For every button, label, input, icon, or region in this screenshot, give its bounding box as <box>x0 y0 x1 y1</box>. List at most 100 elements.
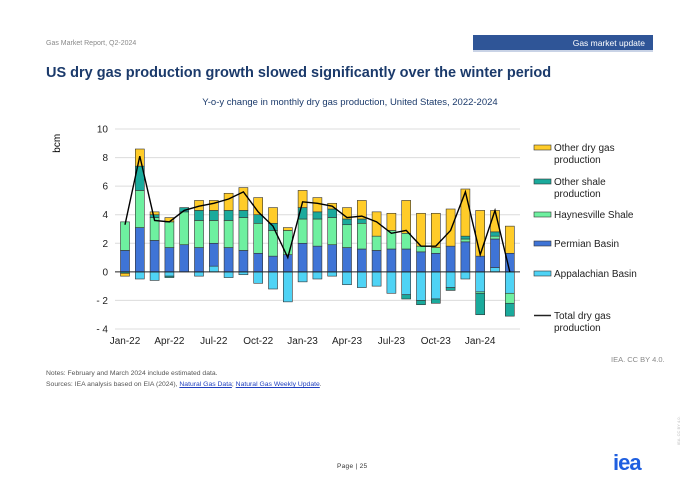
x-tick-label: Oct-23 <box>421 336 451 347</box>
bar-segment-permian <box>238 250 249 273</box>
bar-segment-permian <box>223 247 234 273</box>
legend-label: Other shale <box>554 177 606 188</box>
bar-segment-other_dry_gas <box>268 207 278 224</box>
bar-segment-permian <box>371 250 382 273</box>
x-tick-label: Jul-23 <box>378 336 406 347</box>
bar-segment-appalachian <box>297 271 308 283</box>
bar-segment-appalachian <box>135 271 145 280</box>
natural-gas-weekly-update-link[interactable]: Natural Gas Weekly Update <box>235 381 320 388</box>
natural-gas-data-link[interactable]: Natural Gas Data <box>179 381 232 388</box>
bar-segment-haynesville <box>194 220 204 248</box>
bar-segment-appalachian <box>445 271 456 288</box>
bar-segment-other_shale <box>223 210 234 221</box>
bar-segment-haynesville <box>356 222 367 250</box>
bar-segment-permian <box>120 250 130 273</box>
legend-swatch-appalachian <box>533 270 552 277</box>
bar-segment-haynesville <box>253 222 263 254</box>
legend-label: Permian Basin <box>554 239 619 250</box>
bar-segment-other_dry_gas <box>430 212 441 248</box>
y-tick-label: 4 <box>102 210 108 221</box>
bar-segment-other_shale <box>238 210 249 218</box>
bar-segment-other_dry_gas <box>504 225 515 254</box>
bar-segment-appalachian <box>268 271 278 290</box>
bar-segment-appalachian <box>430 271 441 300</box>
bar-segment-permian <box>209 242 219 267</box>
bar-segment-permian <box>416 251 426 273</box>
total-line-group <box>124 155 511 273</box>
bar-segment-other_dry_gas <box>282 227 293 231</box>
x-axis-ticks: Jan-22 Apr-22 Jul-22 Oct-22 Jan-23 Apr-23 Jul-… <box>110 336 496 347</box>
bar-segment-permian <box>342 247 352 273</box>
bar-segment-haynesville <box>430 247 441 254</box>
x-tick-label: Jan-23 <box>287 336 318 347</box>
side-credit: IEA. CC BY 4.0. <box>676 416 681 445</box>
x-tick-label: Apr-22 <box>154 336 184 347</box>
legend-label: production <box>554 323 601 334</box>
bar-segment-appalachian <box>490 267 500 273</box>
y-tick-label: 0 <box>102 267 108 278</box>
y-tick-label: 10 <box>97 125 109 136</box>
bar-segment-haynesville <box>135 190 145 228</box>
notes-text: Notes: February and March 2024 include e… <box>46 370 218 377</box>
sources-text: Sources: IEA analysis based on EIA (2024… <box>46 381 322 388</box>
x-tick-label: Jan-24 <box>465 336 496 347</box>
y-tick-label: 2 <box>102 239 108 250</box>
legend-label: Haynesville Shale <box>554 210 634 221</box>
bar-segment-permian <box>194 247 204 273</box>
bar-segment-haynesville <box>297 218 308 244</box>
bar-segment-permian <box>356 248 367 273</box>
bar-segment-permian <box>475 255 486 273</box>
bar-segment-haynesville <box>179 211 189 246</box>
bar-segment-other_shale <box>327 208 338 218</box>
legend-swatch-other_dry_gas <box>533 144 552 151</box>
bar-segment-appalachian <box>223 271 234 278</box>
bar-segment-other_shale <box>253 214 263 224</box>
bar-segment-permian <box>430 252 441 273</box>
bar-segment-other_shale <box>194 210 204 221</box>
legend-label: production <box>554 189 601 200</box>
bar-segment-other_dry_gas <box>209 200 219 211</box>
bar-segment-other_dry_gas <box>371 211 382 237</box>
page-number: Page | 25 <box>337 463 368 470</box>
bar-segment-permian <box>312 245 323 273</box>
bar-segment-permian <box>149 240 160 273</box>
bar-segment-haynesville <box>209 220 219 244</box>
sources-separator: ; <box>231 381 236 388</box>
bar-segment-haynesville <box>327 217 338 246</box>
bar-segment-other_shale <box>475 292 486 316</box>
bar-segment-other_dry_gas <box>416 212 426 247</box>
bar-segment-other_shale <box>164 275 175 278</box>
bar-segment-haynesville <box>312 218 323 247</box>
y-axis-ticks: 10 8 6 4 2 0 - 2 - 4 <box>96 125 108 336</box>
bar-segment-appalachian <box>356 271 367 288</box>
bar-segment-other_shale <box>460 235 471 240</box>
bar-segment-other_dry_gas <box>460 188 471 237</box>
bar-segment-other_dry_gas <box>238 187 249 211</box>
bar-segment-other_shale <box>356 218 367 224</box>
y-axis-label: bcm <box>52 134 63 153</box>
bar-segment-haynesville <box>460 238 471 243</box>
bar-segment-permian <box>135 227 145 273</box>
bar-segment-appalachian <box>401 271 412 296</box>
bar-segment-other_dry_gas <box>356 200 367 220</box>
x-tick-label: Jul-22 <box>200 336 228 347</box>
bar-segment-permian <box>386 248 397 273</box>
x-tick-label: Apr-23 <box>332 336 362 347</box>
bar-segment-other_dry_gas <box>120 272 130 277</box>
bar-segment-haynesville <box>371 235 382 251</box>
bar-segment-appalachian <box>149 271 160 281</box>
bar-segment-other_shale <box>430 298 441 304</box>
bar-segment-other_shale <box>149 214 160 218</box>
bar-segment-appalachian <box>342 271 352 286</box>
y-tick-label: 6 <box>102 182 108 193</box>
bar-segment-other_shale <box>342 218 352 226</box>
bar-segment-appalachian <box>209 265 219 273</box>
bar-segment-permian <box>297 242 308 273</box>
iea-logo: iea <box>613 450 642 475</box>
bar-segment-permian <box>490 238 500 268</box>
bar-segment-other_dry_gas <box>475 210 486 257</box>
bar-segment-appalachian <box>253 271 263 284</box>
bar-segment-appalachian <box>386 271 397 294</box>
bar-segment-haynesville <box>164 221 175 248</box>
bar-segment-appalachian <box>475 271 486 293</box>
